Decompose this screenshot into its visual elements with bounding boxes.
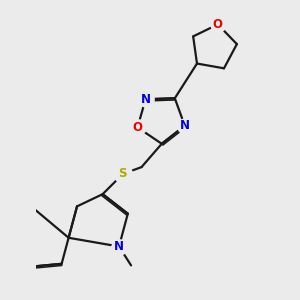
Text: S: S: [118, 167, 127, 180]
Text: N: N: [114, 240, 124, 253]
Text: O: O: [133, 121, 142, 134]
Text: O: O: [213, 18, 223, 31]
Text: N: N: [141, 93, 151, 106]
Text: N: N: [180, 119, 190, 132]
